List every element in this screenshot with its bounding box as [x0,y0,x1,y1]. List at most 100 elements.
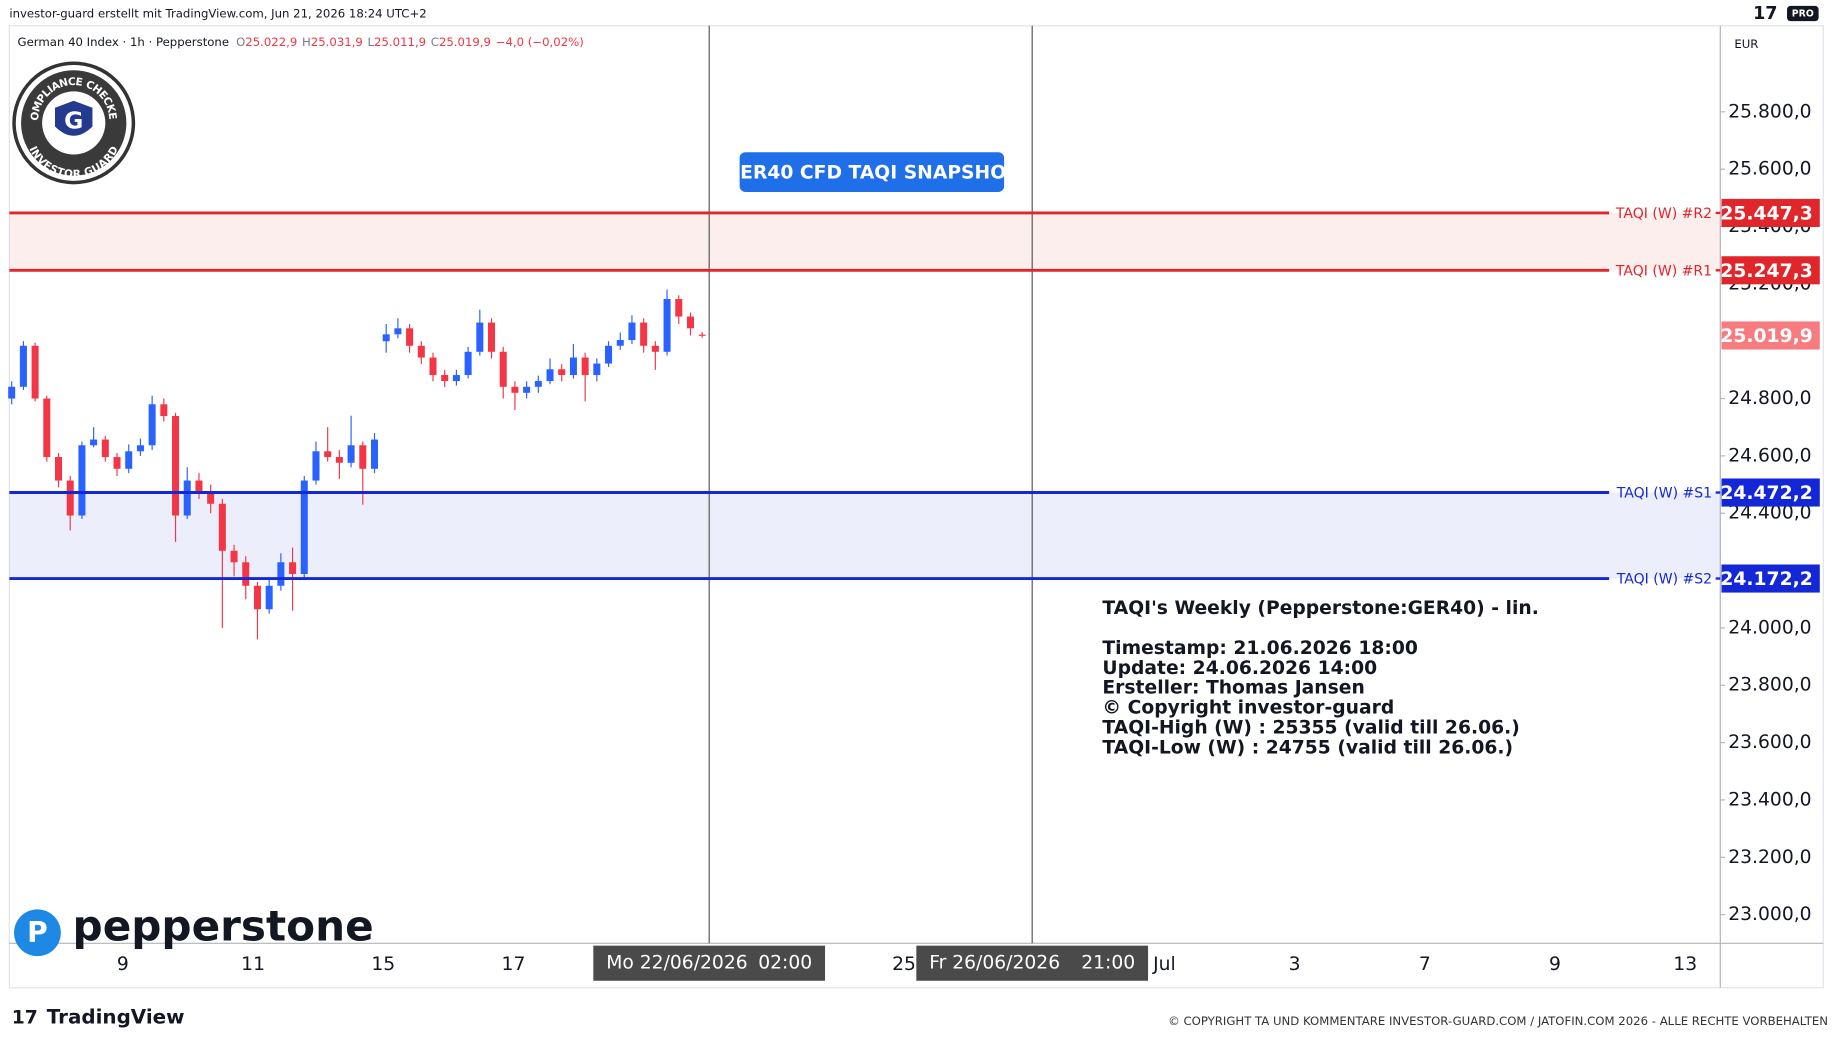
change: −4,0 (−0,02%) [496,35,584,49]
zone-ext [1609,212,1721,271]
candle-body [253,585,261,610]
candle-body [8,386,16,399]
crosshair-date: Fr 26/06/2026 [929,953,1060,974]
candle-body [359,445,367,469]
level-value-box [1721,564,1820,593]
candle-body [663,299,671,352]
candle-body [581,357,589,376]
candle-body [429,357,437,376]
badge-shield [55,100,93,136]
x-tick-label: 17 [502,954,526,975]
y-tick-label: 23.000,0 [1728,904,1811,925]
last-price-label: 25.019,9 [1720,326,1812,347]
x-tick-label: 3 [1289,954,1301,975]
level-value-label: 25.247,3 [1720,261,1812,282]
candle-body [43,398,51,458]
candle-body [148,404,156,446]
plot: 23.000,0 23.200,0 23.400,0 23.600,0 23.800,0… [8,25,1820,981]
candle-body [230,550,238,563]
broker-icon [14,909,61,957]
note-title: TAQI's Weekly (Pepperstone:GER40) - lin. [1102,598,1538,619]
broker-logo: P pepperstone [14,902,374,957]
candle-body [55,457,63,481]
x-tick-label: 13 [1673,954,1697,975]
candle-body [651,345,659,352]
candle-body [452,375,460,382]
crosshair-date: Mo 22/06/2026 [606,953,747,974]
footer: © COPYRIGHT TA UND KOMMENTARE INVESTOR-G… [1168,1014,1828,1028]
crosshair-box [593,945,826,981]
level-value-label: 25.447,3 [1720,204,1812,225]
crosshair-time: 02:00 [758,953,812,974]
candle-body [324,451,332,458]
candle-body [172,416,180,516]
candle-body [534,381,542,387]
candle-body [347,445,355,463]
y-tick-label: 23.600,0 [1728,732,1811,753]
candle-body [125,451,133,469]
currency: EUR [1734,37,1758,51]
x-tick-label: 7 [1419,954,1431,975]
candle-body [675,299,683,317]
level-name: TAQI (W) #S1 [1616,486,1712,502]
candle-body [593,363,601,376]
frame [8,25,1824,989]
note-line: Ersteller: Thomas Jansen [1102,678,1364,699]
y-tick-label: 24.800,0 [1728,388,1811,409]
candle-body [277,562,285,586]
candle-body [370,439,379,469]
y-tick-label: 25.800,0 [1728,101,1811,122]
candle-body [300,480,308,575]
candle-body [78,445,86,516]
candle-body [335,457,343,463]
candle-body [382,334,390,342]
tv-pro-logo: 17 PRO [1753,4,1819,24]
title-badge [739,152,1005,192]
candle-body [605,345,613,364]
candle-body [417,345,425,358]
candle-body [160,404,168,417]
candle-body [265,585,273,610]
ohlc-key: L [368,35,375,49]
candle-body [183,480,191,516]
level-value-box [1721,256,1820,285]
ohlc-value: 25.022,9 [245,35,297,49]
crosshair-box [916,945,1149,981]
y-tick-label: 23.400,0 [1728,789,1811,810]
x-tick-label: 11 [241,954,265,975]
candle-body [511,386,519,393]
candle-body [19,345,27,387]
candle-body [66,480,74,516]
candle-body [546,369,554,382]
symbol: German 40 Index · 1h · Pepperstone O25.02… [18,35,584,49]
watermark: investor-guard erstellt mit TradingView.… [9,7,426,21]
ohlc-value: 25.011,9 [374,35,426,49]
candle-body [113,457,121,469]
ohlc-key: O [236,35,245,49]
candle-body [616,340,624,346]
candle-body [207,492,215,504]
candle-body [90,439,98,446]
level-value-box [1721,478,1820,507]
broker-icon-letter: P [27,916,48,949]
y-tick-label: 25.600,0 [1728,159,1811,180]
symbol-legend: German 40 Index · 1h · Pepperstone O25.02… [18,35,584,49]
level-name: TAQI (W) #R1 [1615,263,1712,279]
candle-body [698,334,706,336]
candle-body [488,322,496,352]
pro-badge [1787,5,1819,22]
platform-mark: 17 [12,1008,38,1029]
note-line: Timestamp: 21.06.2026 18:00 [1102,638,1418,659]
level-value-label: 24.172,2 [1720,569,1812,590]
y-tick-label: 23.200,0 [1728,847,1811,868]
candle-body [441,375,449,382]
candle-body [218,503,226,551]
candle-body [242,562,250,586]
x-tick-label: 9 [1549,954,1561,975]
x-tick-label: Jul [1152,954,1176,975]
ohlc-key: C [431,35,439,49]
crosshair-time: 21:00 [1081,953,1135,974]
last-price-box [1721,321,1820,350]
candle-body [499,351,507,387]
